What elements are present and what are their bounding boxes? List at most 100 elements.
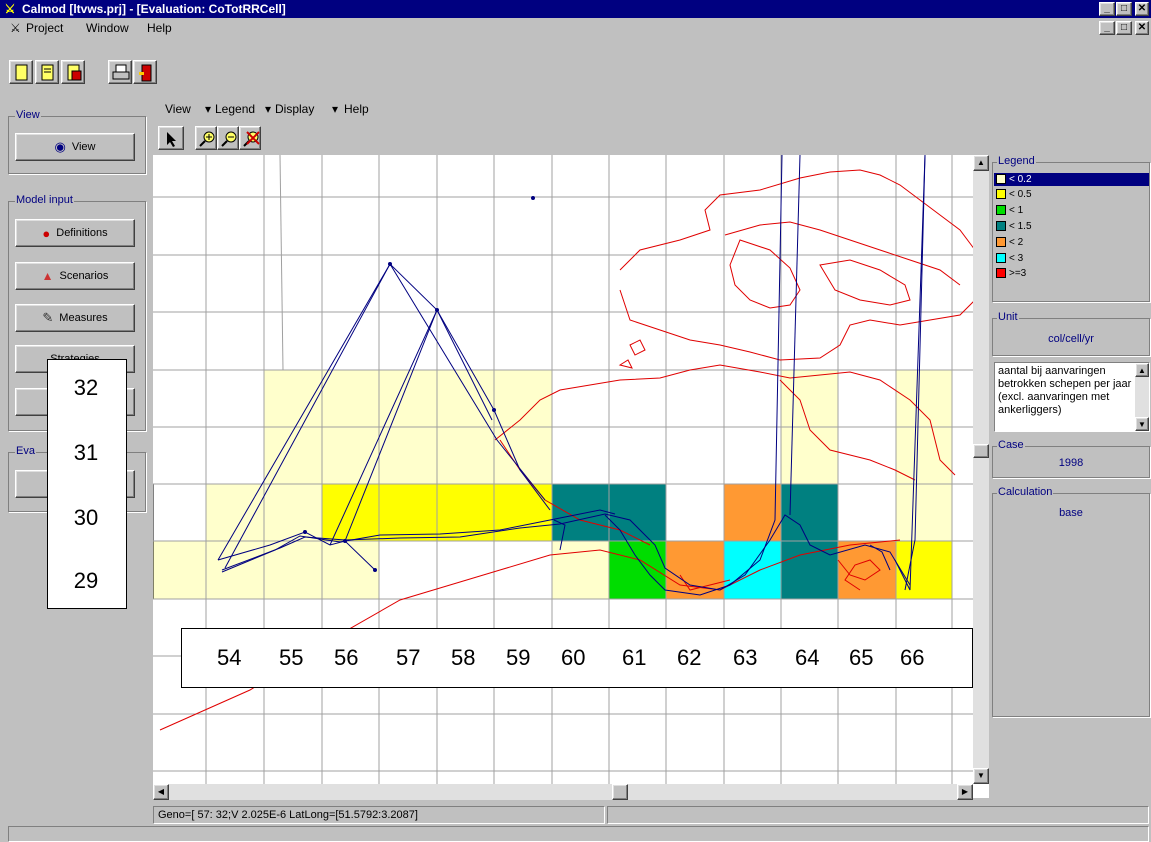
measures-button[interactable]: ✎ Measures: [15, 304, 135, 332]
zoom-out-icon: [221, 131, 237, 147]
map-menu-legend[interactable]: Legend: [215, 102, 256, 116]
close-button[interactable]: ✕: [1135, 2, 1149, 16]
x-label-62: 62: [677, 645, 702, 670]
cell: [552, 541, 609, 599]
scroll-right-arrow[interactable]: ▶: [957, 784, 973, 800]
x-label-55: 55: [279, 645, 304, 670]
map-canvas[interactable]: [153, 155, 989, 798]
menu-bar: ⚔ Project Window Help _ □ ✕: [0, 18, 1151, 38]
shipping-route: [604, 155, 783, 596]
x-label-60: 60: [561, 645, 586, 670]
calculation-group: Calculation: [992, 486, 1150, 717]
x-axis-labels-box: [181, 628, 973, 688]
y-label-29: 29: [73, 568, 99, 593]
child-close-button[interactable]: ✕: [1135, 21, 1149, 35]
open-file-button[interactable]: [35, 60, 59, 84]
scroll-left-arrow[interactable]: ◀: [153, 784, 169, 800]
vertical-scrollbar[interactable]: [973, 155, 989, 784]
coastline-line: [724, 221, 961, 286]
legend-item-5[interactable]: < 2: [995, 236, 1150, 249]
route-point: [303, 530, 307, 534]
description-text: aantal bij aanvaringen betrokken schepen…: [998, 365, 1132, 416]
legend-item-2[interactable]: < 0.5: [995, 188, 1150, 201]
y-label-31: 31: [73, 440, 99, 465]
save-file-button[interactable]: [61, 60, 85, 84]
exit-button[interactable]: [133, 60, 157, 84]
scroll-up-arrow[interactable]: ▲: [973, 155, 989, 171]
maximize-button[interactable]: □: [1116, 2, 1132, 16]
coastline-line: [494, 364, 956, 476]
legend-label: < 3: [1009, 253, 1024, 264]
horizontal-scrollbar[interactable]: [153, 784, 973, 800]
child-maximize-button[interactable]: □: [1116, 21, 1132, 35]
cell: [781, 541, 838, 599]
view-button[interactable]: ◉ View: [15, 133, 135, 161]
route-point: [343, 539, 347, 543]
cell: [781, 370, 838, 427]
shipping-route: [869, 544, 891, 571]
print-button[interactable]: [108, 60, 132, 84]
cell: [896, 370, 952, 427]
definitions-button[interactable]: ● Definitions: [15, 219, 135, 247]
menu-project[interactable]: Project: [26, 21, 64, 35]
scenarios-button[interactable]: ▲ Scenarios: [15, 262, 135, 290]
description-box[interactable]: aantal bij aanvaringen betrokken schepen…: [994, 362, 1150, 432]
description-scroll-up[interactable]: ▲: [1135, 363, 1149, 377]
view-group: View: [8, 109, 146, 174]
legend-title: Legend: [997, 155, 1036, 167]
legend-group: Legend: [992, 155, 1150, 302]
map-menu-view[interactable]: View: [165, 102, 191, 116]
cell: [264, 427, 552, 484]
x-label-61: 61: [622, 645, 647, 670]
vertical-scroll-thumb[interactable]: [973, 444, 989, 458]
coastline-line: [619, 169, 976, 271]
y-label-30: 30: [73, 505, 99, 530]
legend-item-1[interactable]: < 0.2: [995, 173, 1150, 186]
pointer-tool-button[interactable]: [158, 126, 184, 150]
map-menu-display[interactable]: Display: [275, 102, 315, 116]
x-label-56: 56: [334, 645, 359, 670]
scroll-down-arrow[interactable]: ▼: [973, 768, 989, 784]
meridian-line: [279, 155, 284, 371]
status-panel: Geno=[ 57: 32;V 2.025E-6 LatLong=[51.579…: [153, 806, 605, 824]
shipping-route: [217, 263, 551, 561]
x-label-66: 66: [900, 645, 925, 670]
x-label-59: 59: [506, 645, 531, 670]
route-point: [531, 196, 535, 200]
map-menu-display-arrow: ▾: [265, 102, 272, 116]
main-toolbar: [0, 58, 1151, 90]
legend-item-3[interactable]: < 1: [995, 204, 1150, 217]
zoom-in-button[interactable]: [195, 126, 217, 150]
legend-swatch: [996, 237, 1006, 247]
description-scrollbar[interactable]: [1135, 363, 1149, 431]
legend-item-4[interactable]: < 1.5: [995, 220, 1150, 233]
legend-label: < 2: [1009, 237, 1024, 248]
menu-window[interactable]: Window: [86, 21, 129, 35]
shipping-route: [894, 155, 926, 591]
pointer-icon: [167, 132, 176, 147]
legend-item-6[interactable]: < 3: [995, 252, 1150, 265]
unit-title: Unit: [997, 311, 1019, 323]
legend-swatch: [996, 205, 1006, 215]
view-button-label: View: [71, 141, 96, 153]
coastline-line: [619, 289, 976, 361]
unit-value: col/cell/yr: [1048, 333, 1094, 345]
map-svg[interactable]: [153, 155, 989, 798]
zoom-out-button[interactable]: [217, 126, 239, 150]
x-label-64: 64: [795, 645, 820, 670]
menu-help[interactable]: Help: [147, 21, 172, 35]
unit-group: Unit: [992, 311, 1150, 356]
x-label-54: 54: [217, 645, 242, 670]
description-scroll-down[interactable]: ▼: [1135, 417, 1149, 431]
scenarios-icon: ▲: [41, 269, 54, 283]
coastline-line: [679, 574, 731, 591]
cell: [264, 370, 552, 427]
map-menu-help[interactable]: Help: [344, 102, 369, 116]
minimize-button[interactable]: _: [1099, 2, 1115, 16]
zoom-reset-button[interactable]: [239, 126, 261, 150]
legend-item-7[interactable]: >=3: [995, 267, 1150, 280]
child-minimize-button[interactable]: _: [1099, 21, 1115, 35]
new-file-button[interactable]: [9, 60, 33, 84]
horizontal-scroll-thumb[interactable]: [612, 784, 628, 800]
zoom-in-icon: [199, 131, 215, 147]
